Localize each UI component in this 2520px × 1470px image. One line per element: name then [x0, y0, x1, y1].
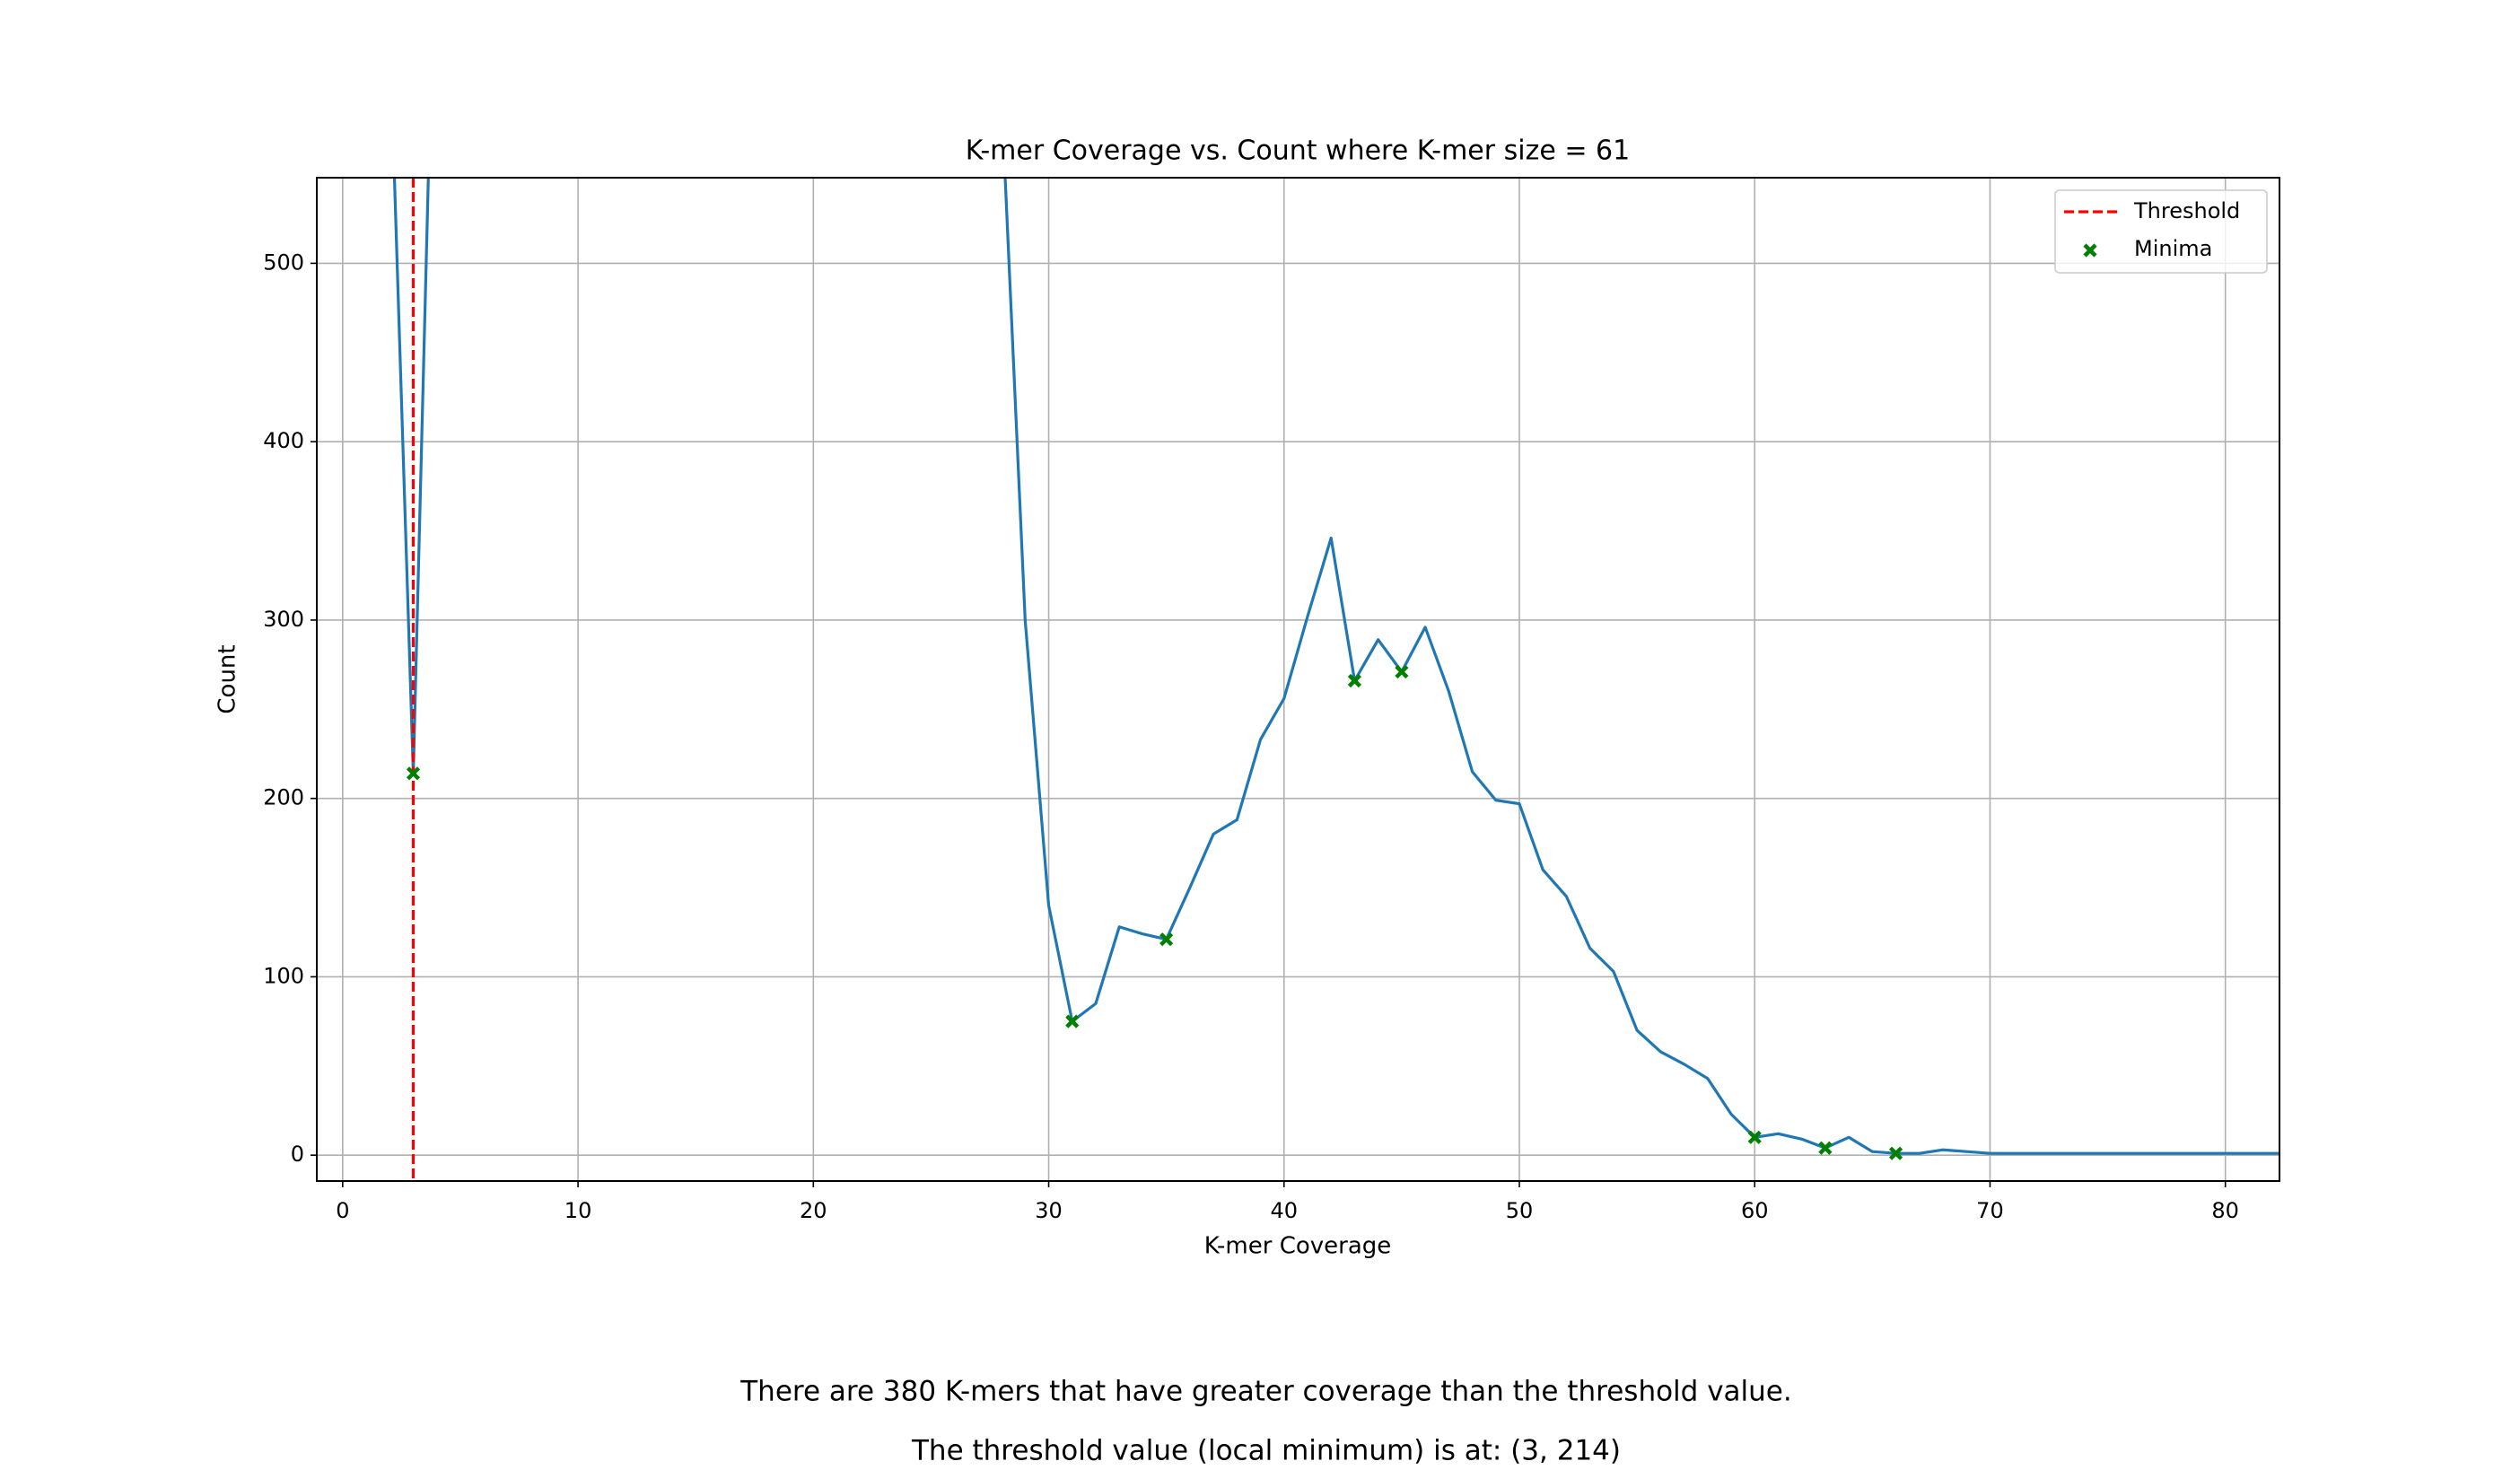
x-tick-label: 60	[1741, 1198, 1769, 1223]
data-line	[392, 178, 2279, 1155]
y-tick-label: 100	[263, 963, 304, 988]
footer-text: There are 380 K-mers that have greater c…	[739, 1376, 1791, 1408]
y-tick-label: 500	[263, 249, 304, 275]
x-axis-label: K-mer Coverage	[1204, 1233, 1392, 1260]
footer-text: The threshold value (local minimum) is a…	[911, 1435, 1621, 1467]
y-axis-label: Count	[214, 644, 241, 713]
y-tick-label: 200	[263, 785, 304, 810]
legend-label: Minima	[2134, 236, 2212, 261]
legend-label: Threshold	[2133, 198, 2240, 223]
minimum-marker	[1347, 673, 1362, 688]
x-tick-label: 10	[564, 1198, 592, 1223]
minimum-marker	[1065, 1014, 1080, 1028]
y-tick-label: 300	[263, 607, 304, 632]
minimum-marker	[1747, 1130, 1762, 1144]
x-tick-label: 30	[1035, 1198, 1063, 1223]
minimum-marker	[1159, 932, 1174, 947]
minimum-marker	[1395, 664, 1409, 679]
grid: 0 10 20 30 40 50 60 70 80 0 100 200 300 400 500	[263, 178, 2279, 1223]
x-tick-label: 80	[2211, 1198, 2239, 1223]
legend: Threshold Minima	[2054, 189, 2268, 274]
y-tick-label: 0	[291, 1142, 304, 1167]
chart-title: K-mer Coverage vs. Count where K-mer siz…	[966, 136, 1630, 167]
minimum-marker	[406, 766, 421, 781]
axes-frame	[316, 177, 2280, 1182]
x-tick-label: 70	[1976, 1198, 2004, 1223]
minimum-marker	[1818, 1141, 1833, 1155]
x-tick-label: 40	[1270, 1198, 1298, 1223]
x-tick-label: 50	[1506, 1198, 1534, 1223]
x-tick-label: 0	[336, 1198, 349, 1223]
minimum-marker	[1888, 1146, 1903, 1160]
legend-swatch	[2083, 243, 2097, 258]
plot-area	[392, 178, 2279, 1181]
x-tick-label: 20	[800, 1198, 827, 1223]
y-tick-label: 400	[263, 428, 304, 453]
